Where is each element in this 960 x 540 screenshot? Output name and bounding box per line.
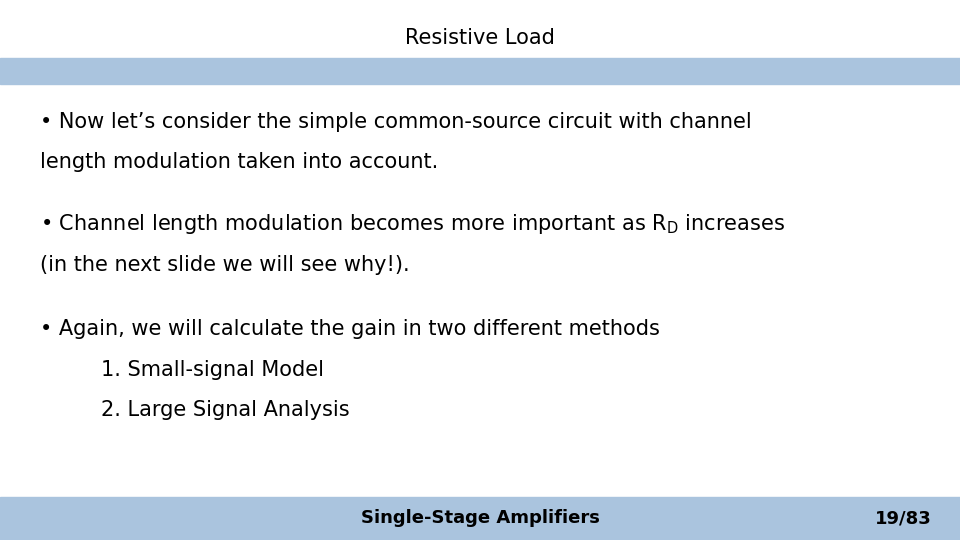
Text: Resistive Load: Resistive Load [405,28,555,48]
Text: length modulation taken into account.: length modulation taken into account. [40,152,439,172]
Text: (in the next slide we will see why!).: (in the next slide we will see why!). [40,254,410,275]
Text: • Now let’s consider the simple common-source circuit with channel: • Now let’s consider the simple common-s… [40,111,752,132]
Text: Single-Stage Amplifiers: Single-Stage Amplifiers [361,509,599,528]
Text: • Again, we will calculate the gain in two different methods: • Again, we will calculate the gain in t… [40,319,660,340]
Bar [0,497,960,540]
Text: 1. Small-signal Model: 1. Small-signal Model [101,360,324,380]
Text: 19/83: 19/83 [875,509,931,528]
Text: • Channel length modulation becomes more important as R$_\mathregular{D}$ increa: • Channel length modulation becomes more… [40,212,785,236]
Text: 2. Large Signal Analysis: 2. Large Signal Analysis [101,400,349,421]
Bar [0,58,960,84]
